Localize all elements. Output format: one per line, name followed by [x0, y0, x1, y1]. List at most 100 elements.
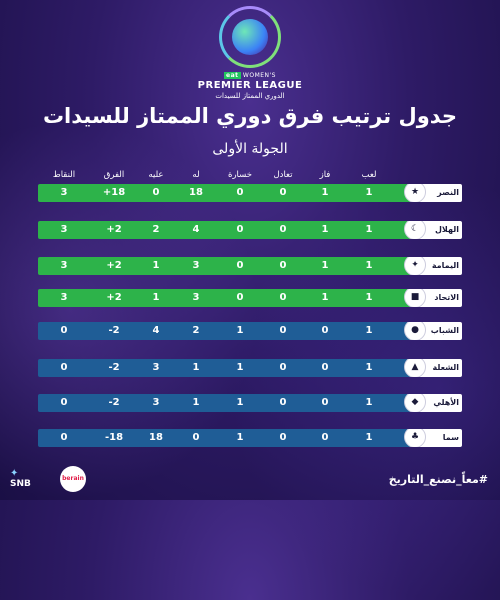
- cell-lost: 1: [236, 397, 244, 408]
- team-cell: ▲ الشعلة الشرقية: [404, 359, 462, 377]
- cell-points: 3: [60, 260, 68, 271]
- cell-lost: 0: [236, 292, 244, 303]
- team-name: النصر: [437, 188, 459, 197]
- header-played: لعب: [361, 170, 377, 180]
- table-row: 1 0 0 1 1 3 -2 0 ▲ الشعلة الشرقية: [38, 359, 462, 377]
- cell-drawn: 0: [279, 292, 287, 303]
- row-bar: [38, 429, 418, 447]
- cell-points: 3: [60, 292, 68, 303]
- cell-won: 0: [321, 325, 329, 336]
- header-points: النقاط: [52, 170, 76, 180]
- cell-drawn: 0: [279, 397, 287, 408]
- cell-diff: -2: [108, 362, 120, 373]
- cell-points: 3: [60, 224, 68, 235]
- cell-drawn: 0: [279, 260, 287, 271]
- team-cell: ♣ سما: [404, 429, 462, 447]
- header-for: له: [192, 170, 200, 180]
- cell-played: 1: [365, 325, 373, 336]
- team-crest-icon: ✦: [404, 257, 426, 275]
- row-bar: [38, 322, 418, 340]
- team-cell: ★ النصر: [404, 184, 462, 202]
- brand-big-text: PREMIER LEAGUE: [197, 80, 303, 91]
- berain-logo: berain: [60, 466, 86, 492]
- cell-diff: -18: [104, 432, 124, 443]
- cell-diff: +2: [106, 292, 122, 303]
- team-crest-icon: ☾: [404, 221, 426, 239]
- team-cell: ☾ الهلال: [404, 221, 462, 239]
- cell-diff: +2: [106, 224, 122, 235]
- cell-against: 4: [152, 325, 160, 336]
- cell-played: 1: [365, 397, 373, 408]
- snb-logo: ✦ SNB: [10, 468, 31, 489]
- brand-arabic-text: الدوري الممتاز للسيدات: [215, 92, 285, 100]
- row-bar: [38, 359, 418, 377]
- table-row: 1 1 0 0 4 2 +2 3 ☾ الهلال: [38, 221, 462, 239]
- page-title: جدول ترتيب فرق دوري الممتاز للسيدات: [42, 104, 458, 128]
- cell-won: 1: [321, 224, 329, 235]
- league-logo: eat WOMEN'S PREMIER LEAGUE الدوري الممتا…: [0, 6, 500, 100]
- team-name: الشعلة الشرقية: [432, 363, 459, 372]
- cell-won: 1: [321, 292, 329, 303]
- cell-against: 1: [152, 292, 160, 303]
- cell-lost: 1: [236, 432, 244, 443]
- team-crest-icon: ●: [404, 322, 426, 340]
- cell-lost: 0: [236, 260, 244, 271]
- cell-points: 3: [60, 187, 68, 198]
- cell-drawn: 0: [279, 362, 287, 373]
- cell-played: 1: [365, 224, 373, 235]
- cell-diff: -2: [108, 325, 120, 336]
- team-crest-icon: ♣: [404, 429, 426, 447]
- cell-for: 3: [192, 260, 200, 271]
- cell-won: 1: [321, 187, 329, 198]
- cell-drawn: 0: [279, 432, 287, 443]
- team-name: اليمامة: [431, 261, 459, 270]
- team-cell: ● الشباب: [404, 322, 462, 340]
- team-cell: ◆ الأهلي: [404, 394, 462, 412]
- cell-lost: 0: [236, 224, 244, 235]
- cell-diff: +18: [102, 187, 126, 198]
- team-name: الأهلي: [433, 398, 459, 407]
- team-name: الشباب: [430, 326, 459, 335]
- team-crest-icon: ★: [404, 184, 426, 202]
- header-won: فاز: [319, 170, 331, 180]
- cell-diff: -2: [108, 397, 120, 408]
- brand-small-text: WOMEN'S: [242, 72, 276, 79]
- cell-against: 1: [152, 260, 160, 271]
- cell-for: 4: [192, 224, 200, 235]
- cell-for: 1: [192, 397, 200, 408]
- cell-drawn: 0: [279, 325, 287, 336]
- team-cell: ✦ اليمامة: [404, 257, 462, 275]
- hashtag: #معاً_نصنع_التاريخ: [388, 473, 488, 486]
- cell-against: 3: [152, 397, 160, 408]
- row-bar: [38, 221, 418, 239]
- cell-lost: 1: [236, 325, 244, 336]
- cell-for: 2: [192, 325, 200, 336]
- header-diff: الفرق: [103, 170, 125, 180]
- cell-drawn: 0: [279, 187, 287, 198]
- row-bar: [38, 289, 418, 307]
- cell-points: 0: [60, 432, 68, 443]
- cell-played: 1: [365, 260, 373, 271]
- team-name: سما: [442, 433, 459, 442]
- cell-drawn: 0: [279, 224, 287, 235]
- header-drawn: تعادل: [273, 170, 293, 180]
- cell-won: 0: [321, 362, 329, 373]
- team-crest-icon: ■: [404, 289, 426, 307]
- cell-won: 0: [321, 432, 329, 443]
- cell-played: 1: [365, 362, 373, 373]
- cell-against: 2: [152, 224, 160, 235]
- table-row: 1 0 0 1 1 3 -2 0 ◆ الأهلي: [38, 394, 462, 412]
- row-bar: [38, 394, 418, 412]
- cell-won: 0: [321, 397, 329, 408]
- cell-won: 1: [321, 260, 329, 271]
- cell-for: 1: [192, 362, 200, 373]
- header-against: عليه: [148, 170, 164, 180]
- table-row: 1 0 0 1 2 4 -2 0 ● الشباب: [38, 322, 462, 340]
- team-crest-icon: ◆: [404, 394, 426, 412]
- cell-for: 18: [189, 187, 203, 198]
- cell-points: 0: [60, 325, 68, 336]
- table-row: 1 1 0 0 3 1 +2 3 ■ الاتحاد: [38, 289, 462, 307]
- cell-for: 0: [192, 432, 200, 443]
- cell-points: 0: [60, 362, 68, 373]
- table-row: 1 0 0 1 0 18 -18 0 ♣ سما: [38, 429, 462, 447]
